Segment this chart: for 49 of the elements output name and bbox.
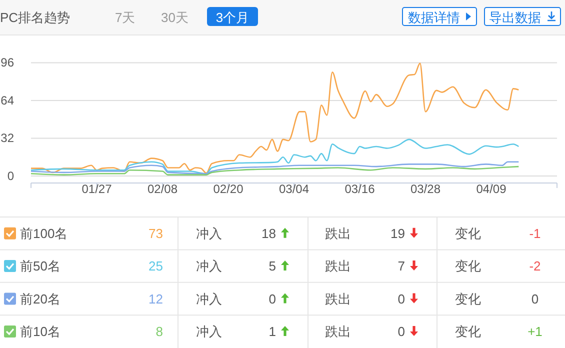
x-tick-label: 03/28 — [410, 182, 441, 196]
y-tick-label: 0 — [7, 169, 14, 183]
x-tick-label: 02/20 — [213, 182, 244, 196]
text: 变化 — [455, 291, 481, 306]
legend-label: 前100名 — [20, 226, 68, 241]
text: 冲入 — [196, 226, 222, 241]
x-tick-label: 02/08 — [147, 182, 178, 196]
text: 跌出 — [325, 258, 351, 274]
legend-label: 前50名 — [20, 258, 60, 274]
x-tick-label: 03/04 — [278, 182, 310, 196]
text: 导出数据 — [489, 10, 541, 25]
text: 5 — [268, 258, 276, 274]
text: 19 — [390, 226, 405, 241]
text: 数据详情 — [408, 10, 460, 25]
text: 12 — [148, 291, 163, 306]
text: 18 — [262, 226, 276, 241]
text: 8 — [156, 324, 163, 339]
text: -2 — [529, 258, 541, 274]
text: 跌出 — [325, 291, 351, 306]
text: 跌出 — [325, 226, 351, 241]
text: 0 — [268, 291, 276, 306]
text: 1 — [268, 324, 276, 339]
x-tick-label: 03/16 — [344, 182, 376, 196]
text: 7 — [398, 258, 405, 274]
x-tick-label: 01/27 — [82, 182, 112, 196]
y-tick-label: 96 — [0, 56, 14, 70]
text: 变化 — [455, 324, 481, 339]
chart-title: PC排名趋势 — [0, 10, 70, 25]
text: 变化 — [455, 226, 481, 241]
text: 7天 — [115, 10, 136, 25]
text: 30天 — [161, 10, 188, 25]
y-tick-label: 64 — [0, 93, 14, 108]
text: 73 — [148, 226, 163, 241]
legend-label: 前10名 — [20, 324, 60, 339]
text: -1 — [529, 226, 541, 241]
y-tick-label: 32 — [0, 131, 14, 146]
text: 跌出 — [325, 324, 351, 339]
text: 变化 — [455, 258, 481, 274]
text: 冲入 — [196, 324, 222, 339]
text: 0 — [531, 291, 539, 306]
text: 25 — [148, 258, 163, 274]
text: 0 — [398, 324, 405, 339]
legend-label: 前20名 — [20, 291, 60, 306]
text: +1 — [528, 324, 542, 339]
text: 冲入 — [196, 258, 222, 274]
text: 3个月 — [216, 10, 250, 25]
text: 冲入 — [196, 291, 222, 306]
text: 0 — [398, 291, 405, 306]
x-tick-label: 04/09 — [476, 182, 507, 196]
